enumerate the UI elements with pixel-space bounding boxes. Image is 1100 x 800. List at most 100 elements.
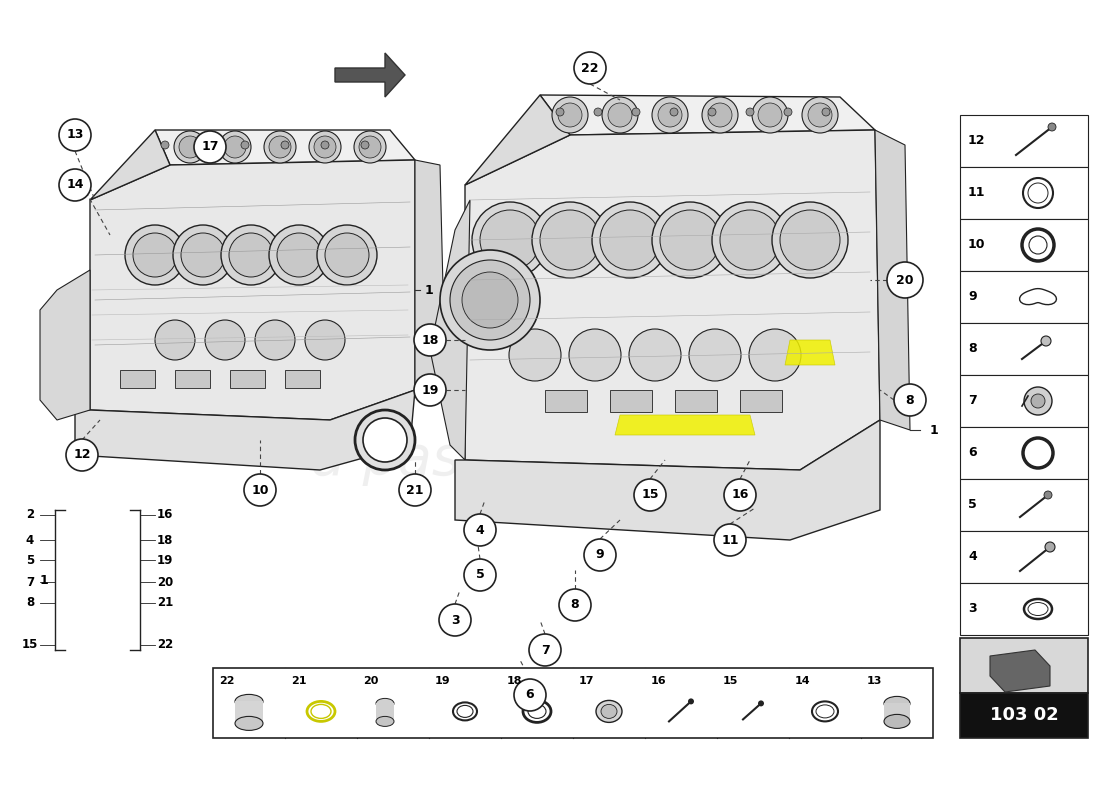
Circle shape — [540, 210, 600, 270]
Circle shape — [784, 108, 792, 116]
Text: 18: 18 — [507, 676, 522, 686]
Circle shape — [133, 233, 177, 277]
Text: 16: 16 — [157, 509, 173, 522]
Bar — [376, 703, 394, 722]
Text: 8: 8 — [905, 394, 914, 406]
Ellipse shape — [235, 717, 263, 730]
Text: 19: 19 — [434, 676, 451, 686]
Text: 22: 22 — [219, 676, 234, 686]
Text: 1: 1 — [425, 283, 433, 297]
Text: 21: 21 — [292, 676, 307, 686]
Circle shape — [688, 698, 694, 704]
Circle shape — [1031, 394, 1045, 408]
Circle shape — [552, 97, 589, 133]
Circle shape — [414, 324, 446, 356]
Text: 16: 16 — [732, 489, 749, 502]
Polygon shape — [90, 130, 170, 200]
Circle shape — [440, 250, 540, 350]
Polygon shape — [155, 130, 415, 165]
Circle shape — [724, 479, 756, 511]
Circle shape — [558, 103, 582, 127]
Text: 15: 15 — [22, 638, 38, 651]
Text: 21: 21 — [406, 483, 424, 497]
Polygon shape — [465, 130, 880, 470]
Circle shape — [808, 103, 832, 127]
Text: 9: 9 — [596, 549, 604, 562]
Text: 7: 7 — [26, 575, 34, 589]
Ellipse shape — [376, 698, 394, 709]
Bar — [285, 370, 320, 388]
Text: 20: 20 — [157, 575, 173, 589]
Circle shape — [1041, 336, 1050, 346]
Text: 1: 1 — [40, 574, 48, 586]
Ellipse shape — [884, 714, 910, 728]
Circle shape — [155, 320, 195, 360]
Circle shape — [594, 108, 602, 116]
Circle shape — [464, 514, 496, 546]
Circle shape — [660, 210, 720, 270]
Text: a passion for parts: a passion for parts — [311, 434, 828, 486]
Text: 11: 11 — [722, 534, 739, 546]
Text: 15: 15 — [723, 676, 738, 686]
Ellipse shape — [884, 696, 910, 710]
Text: 12: 12 — [74, 449, 90, 462]
Circle shape — [270, 136, 292, 158]
Circle shape — [439, 604, 471, 636]
Bar — [960, 219, 1088, 271]
Circle shape — [464, 559, 496, 591]
Circle shape — [894, 384, 926, 416]
Text: 5: 5 — [968, 498, 977, 511]
Circle shape — [59, 119, 91, 151]
Text: 3: 3 — [968, 602, 977, 615]
Circle shape — [632, 108, 640, 116]
Circle shape — [1024, 387, 1052, 415]
Text: 13: 13 — [867, 676, 882, 686]
Circle shape — [712, 202, 788, 278]
Text: 5: 5 — [475, 569, 484, 582]
Circle shape — [772, 202, 848, 278]
Circle shape — [652, 202, 728, 278]
Bar — [960, 638, 1088, 693]
Circle shape — [1048, 123, 1056, 131]
Text: 21: 21 — [157, 597, 173, 610]
Circle shape — [720, 210, 780, 270]
Circle shape — [887, 262, 923, 298]
Bar — [960, 583, 1088, 635]
Circle shape — [219, 131, 251, 163]
Text: 4: 4 — [475, 523, 484, 537]
Text: 8: 8 — [26, 597, 34, 610]
Circle shape — [201, 141, 209, 149]
Circle shape — [229, 233, 273, 277]
Circle shape — [179, 136, 201, 158]
Circle shape — [361, 141, 368, 149]
Circle shape — [670, 108, 678, 116]
Circle shape — [472, 202, 548, 278]
Text: 14: 14 — [66, 178, 84, 191]
Bar — [960, 693, 1088, 738]
Text: 103 02: 103 02 — [990, 706, 1058, 725]
Circle shape — [59, 169, 91, 201]
Circle shape — [584, 539, 616, 571]
Circle shape — [652, 97, 688, 133]
Circle shape — [354, 131, 386, 163]
Text: 7: 7 — [540, 643, 549, 657]
Text: 14: 14 — [795, 676, 811, 686]
Circle shape — [221, 225, 280, 285]
Circle shape — [689, 329, 741, 381]
Bar — [960, 479, 1088, 531]
Circle shape — [559, 589, 591, 621]
Circle shape — [714, 524, 746, 556]
Circle shape — [280, 141, 289, 149]
Polygon shape — [40, 270, 90, 420]
Polygon shape — [874, 130, 910, 430]
Circle shape — [324, 233, 369, 277]
Circle shape — [173, 225, 233, 285]
Polygon shape — [415, 160, 446, 390]
Circle shape — [182, 233, 225, 277]
Circle shape — [822, 108, 830, 116]
Bar — [960, 323, 1088, 375]
Circle shape — [314, 136, 336, 158]
Circle shape — [702, 97, 738, 133]
Circle shape — [629, 329, 681, 381]
Circle shape — [1044, 491, 1052, 499]
